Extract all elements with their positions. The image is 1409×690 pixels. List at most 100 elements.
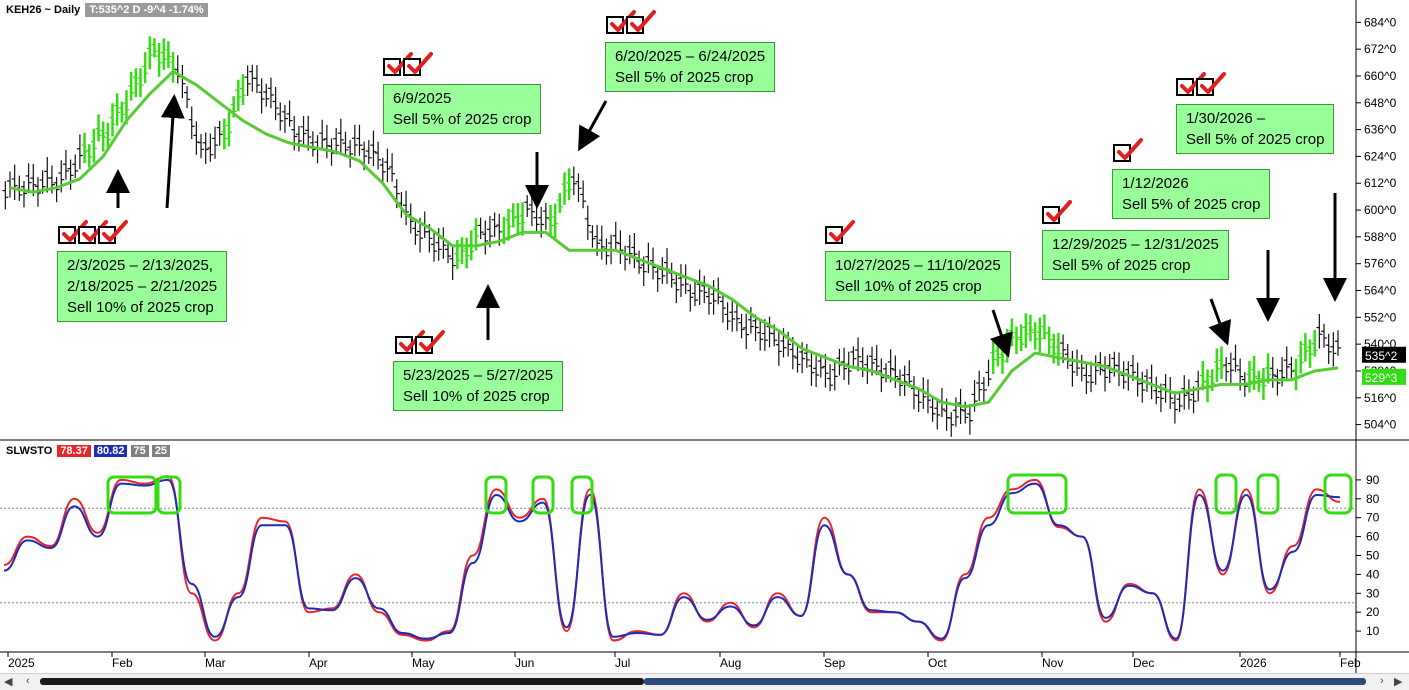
price-tick-label: 636^0 bbox=[1364, 123, 1397, 137]
annotation-jun20: 6/20/2025 – 6/24/2025 Sell 5% of 2025 cr… bbox=[605, 42, 776, 92]
indicator-header: SLWSTO 78.37 80.82 75 25 bbox=[6, 445, 171, 457]
overbought-highlight-box bbox=[1256, 473, 1280, 515]
annotation-line: 12/29/2025 – 12/31/2025 bbox=[1052, 236, 1219, 253]
annotation-oct27: 10/27/2025 – 11/10/2025 Sell 10% of 2025… bbox=[825, 251, 1011, 301]
checkbox-icon bbox=[1113, 138, 1143, 162]
annotation-feb: 2/3/2025 – 2/13/2025, 2/18/2025 – 2/21/2… bbox=[57, 251, 228, 322]
scroll-left-icon[interactable]: ◀ bbox=[4, 676, 13, 688]
price-tick-label: 612^0 bbox=[1364, 176, 1397, 190]
price-tick-label: 648^0 bbox=[1364, 96, 1397, 110]
checkmark-icon bbox=[1117, 138, 1143, 160]
overbought-highlight-box bbox=[570, 475, 594, 515]
checkbox-icon bbox=[1196, 72, 1226, 96]
overbought-highlight-box bbox=[1214, 473, 1238, 515]
stoch-tick-label: 60 bbox=[1366, 530, 1380, 544]
moving-average-line bbox=[9, 69, 1339, 409]
price-tick-label: 684^0 bbox=[1364, 15, 1397, 29]
annotation-line: 1/30/2026 – bbox=[1186, 110, 1266, 127]
annotation-line: 6/9/2025 bbox=[393, 90, 452, 107]
price-tick-label: 504^0 bbox=[1364, 418, 1397, 432]
price-tick-label: 552^0 bbox=[1364, 310, 1397, 324]
stoch-tick-label: 70 bbox=[1366, 511, 1380, 525]
overbought-highlight-box bbox=[156, 475, 182, 515]
horizontal-scrollbar[interactable]: ◀ ‹ › ▶ bbox=[0, 673, 1409, 690]
checkbox-icon bbox=[383, 52, 413, 76]
checkmark-icon bbox=[1046, 200, 1072, 222]
overbought-highlight-box bbox=[484, 475, 508, 515]
checkbox-icon bbox=[98, 220, 128, 244]
price-tick-label: 588^0 bbox=[1364, 230, 1397, 244]
annotation-line: Sell 10% of 2025 crop bbox=[835, 278, 982, 295]
checkbox-icon bbox=[395, 330, 425, 354]
price-bars bbox=[2, 36, 1341, 437]
time-tick-label: Mar bbox=[205, 656, 226, 670]
checkmark-icon bbox=[1200, 72, 1226, 94]
annotation-line: 2/18/2025 – 2/21/2025 bbox=[67, 278, 218, 295]
annotation-line: Sell 5% of 2025 crop bbox=[1122, 196, 1261, 213]
time-tick-label: Dec bbox=[1133, 656, 1154, 670]
annotation-jan12: 1/12/2026 Sell 5% of 2025 crop bbox=[1112, 169, 1271, 219]
annotation-line: 1/12/2026 bbox=[1122, 175, 1189, 192]
annotation-arrow bbox=[160, 94, 185, 209]
ma-price-label: 529^3 bbox=[1365, 371, 1398, 385]
symbol-label: KEH26 ~ Daily bbox=[6, 4, 81, 16]
checkmark-icon bbox=[829, 220, 855, 242]
price-tick-label: 600^0 bbox=[1364, 203, 1397, 217]
checkbox-icon bbox=[1176, 72, 1206, 96]
annotation-arrow bbox=[1208, 298, 1232, 346]
scroll-thumb-right[interactable] bbox=[644, 678, 1366, 685]
d-value-badge: 80.82 bbox=[93, 445, 128, 457]
checkbox-icon bbox=[825, 220, 855, 244]
last-price-label: 535^2 bbox=[1365, 349, 1398, 363]
time-tick-label: Apr bbox=[309, 656, 328, 670]
scroll-right-small-icon[interactable]: › bbox=[1380, 675, 1384, 687]
chart-header: KEH26 ~ Daily T:535^2 D -9^4 -1.74% bbox=[6, 3, 208, 17]
annotation-jan30: 1/30/2026 – Sell 5% of 2025 crop bbox=[1176, 104, 1335, 154]
checkbox-icon bbox=[415, 330, 445, 354]
overbought-highlight-box bbox=[1006, 473, 1068, 515]
annotation-arrow bbox=[989, 309, 1013, 358]
scroll-thumb[interactable] bbox=[40, 678, 644, 685]
time-tick-label: Sep bbox=[824, 656, 846, 670]
stoch-tick-label: 90 bbox=[1366, 473, 1380, 487]
annotation-line: Sell 5% of 2025 crop bbox=[393, 111, 532, 128]
time-tick-label: Aug bbox=[720, 656, 741, 670]
time-tick-label: May bbox=[412, 656, 435, 670]
quote-info: T:535^2 D -9^4 -1.74% bbox=[85, 3, 208, 17]
checkmark-icon bbox=[407, 52, 433, 74]
chart-background bbox=[0, 0, 1409, 673]
overbought-highlight-box bbox=[531, 475, 555, 515]
annotation-line: 5/23/2025 – 5/27/2025 bbox=[403, 367, 554, 384]
stoch-tick-label: 50 bbox=[1366, 549, 1380, 563]
price-tick-label: 564^0 bbox=[1364, 284, 1397, 298]
stoch-tick-label: 20 bbox=[1366, 605, 1380, 619]
last-price-badge bbox=[1362, 346, 1406, 363]
time-tick-label: Feb bbox=[112, 656, 133, 670]
price-tick-label: 576^0 bbox=[1364, 257, 1397, 271]
checkbox-icon bbox=[58, 220, 88, 244]
price-tick-label: 624^0 bbox=[1364, 149, 1397, 163]
ma-price-badge bbox=[1362, 368, 1406, 385]
time-tick-label: Jun bbox=[515, 656, 534, 670]
price-tick-label: 660^0 bbox=[1364, 69, 1397, 83]
annotation-arrow bbox=[578, 100, 608, 152]
annotation-line: 2/3/2025 – 2/13/2025, bbox=[67, 257, 213, 274]
annotation-line: Sell 10% of 2025 crop bbox=[67, 299, 214, 316]
upper-level-badge: 75 bbox=[130, 445, 149, 457]
scroll-right-icon[interactable]: ▶ bbox=[1394, 676, 1403, 688]
overbought-highlight-box bbox=[106, 475, 158, 515]
checkmark-icon bbox=[630, 10, 656, 32]
stoch-tick-label: 30 bbox=[1366, 586, 1380, 600]
annotation-line: Sell 10% of 2025 crop bbox=[403, 388, 550, 405]
annotation-dec29: 12/29/2025 – 12/31/2025 Sell 5% of 2025 … bbox=[1042, 230, 1229, 280]
scroll-left-small-icon[interactable]: ‹ bbox=[26, 675, 30, 687]
checkmark-icon bbox=[419, 330, 445, 352]
annotation-line: Sell 5% of 2025 crop bbox=[1052, 257, 1191, 274]
checkbox-icon bbox=[403, 52, 433, 76]
checkbox-icon bbox=[626, 10, 656, 34]
indicator-name: SLWSTO bbox=[6, 445, 53, 457]
k-value-badge: 78.37 bbox=[57, 445, 91, 457]
lower-level-badge: 25 bbox=[151, 445, 171, 457]
